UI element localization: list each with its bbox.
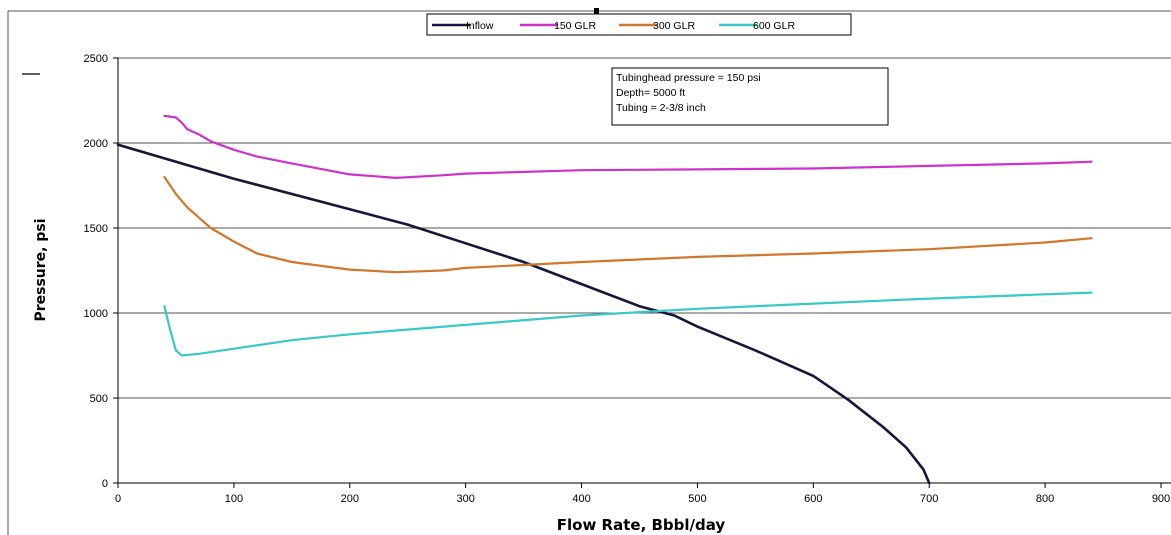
legend: Inflow 150 GLR 300 GLR 600 GLR [426, 13, 852, 36]
y-tick-label: 1000 [84, 308, 108, 320]
y-tick-label: 0 [102, 478, 108, 490]
y-tick-labels: 0 500 1000 1500 2000 2500 [84, 53, 108, 490]
series-line-300-glr [163, 175, 1093, 274]
x-tick-label: 0 [115, 493, 121, 505]
y-tick-label: 2500 [84, 53, 108, 65]
annotation-line-3: Tubing = 2-3/8 inch [616, 102, 706, 114]
y-tick-label: 1500 [84, 223, 108, 235]
annotation-box: Tubinghead pressure = 150 psi Depth= 500… [611, 67, 889, 126]
series-line-150-glr [163, 114, 1093, 179]
y-tick-label: 2000 [84, 138, 108, 150]
legend-label-300-glr: 300 GLR [653, 20, 695, 32]
series-lines [116, 114, 1093, 485]
x-tick-labels: 0 100 200 300 400 500 600 700 800 900 [115, 493, 1170, 505]
gridlines [118, 57, 1171, 399]
y-axis-title: Pressure, psi [33, 218, 49, 321]
series-line-600-glr [163, 291, 1093, 357]
annotation-frame [611, 67, 889, 126]
legend-label-150-glr: 150 GLR [554, 20, 596, 32]
x-tick-label: 600 [804, 493, 822, 505]
y-tick-label: 500 [90, 393, 108, 405]
x-tick-label: 200 [341, 493, 359, 505]
axes [113, 57, 1171, 488]
chart-top-marker [594, 8, 599, 14]
annotation-line-1: Tubinghead pressure = 150 psi [616, 72, 761, 84]
legend-label-600-glr: 600 GLR [753, 20, 795, 32]
x-axis-title: Flow Rate, Bbbl/day [557, 516, 726, 534]
x-tick-label: 500 [688, 493, 706, 505]
legend-label-inflow: Inflow [466, 20, 494, 32]
x-tick-label: 800 [1036, 493, 1054, 505]
series-line-inflow [116, 143, 931, 485]
x-tick-label: 100 [225, 493, 243, 505]
x-tick-label: 700 [920, 493, 938, 505]
x-tick-label: 300 [456, 493, 474, 505]
x-tick-label: 400 [572, 493, 590, 505]
annotation-line-2: Depth= 5000 ft [616, 87, 685, 99]
x-tick-label: 900 [1152, 493, 1170, 505]
